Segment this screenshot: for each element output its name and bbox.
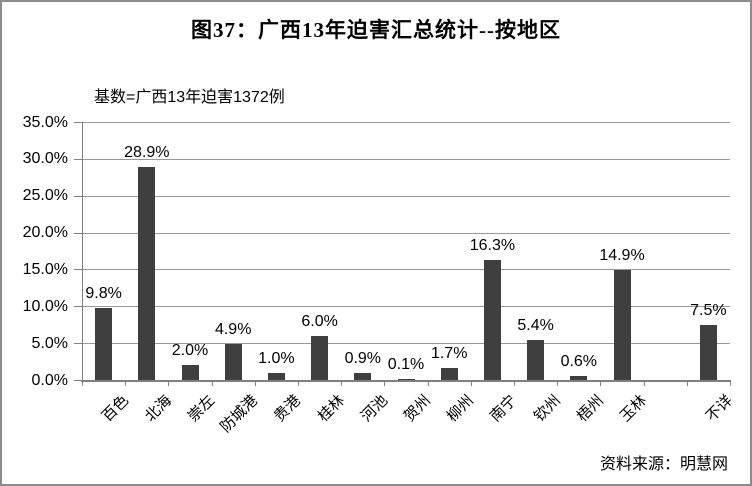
bar-钦州	[527, 340, 545, 380]
x-axis-line	[81, 380, 731, 382]
x-axis-tick	[470, 381, 472, 386]
bar-value-label: 0.1%	[387, 356, 425, 373]
bar-value-label: 7.5%	[690, 301, 727, 319]
x-axis-category-label: 钦州	[530, 392, 564, 426]
x-axis-tick	[211, 381, 213, 386]
x-axis-tick	[730, 381, 731, 386]
bar-value-label: 1.7%	[430, 344, 468, 362]
x-axis-tick	[600, 381, 602, 386]
x-axis-tick	[125, 381, 127, 386]
x-axis-category-label: 贵港	[271, 392, 305, 426]
x-axis-tick	[168, 381, 170, 386]
bar-value-label: 16.3%	[469, 236, 516, 254]
gridline	[82, 122, 730, 123]
chart-title: 图37：广西13年迫害汇总统计--按地区	[191, 18, 561, 42]
bar-贺州	[397, 379, 415, 380]
y-axis-tick-label: 25.0%	[22, 187, 68, 205]
bar-value-label: 2.0%	[171, 342, 209, 360]
y-axis-tick	[74, 306, 82, 308]
x-axis-category-label: 玉林	[616, 392, 651, 426]
bar-南宁	[483, 259, 501, 380]
bar-value-label: 14.9%	[599, 247, 645, 265]
bar-贵港	[267, 372, 285, 380]
bar-value-label: 0.6%	[560, 352, 598, 370]
x-axis-category-label: 柳州	[443, 392, 478, 426]
x-axis-category-label: 崇左	[184, 392, 219, 426]
x-axis-category-label: 防城港	[217, 392, 262, 436]
source-note: 资料来源：明慧网	[599, 456, 728, 473]
x-axis-category-label: 河池	[357, 392, 391, 426]
y-axis-tick-label: 5.0%	[31, 334, 68, 352]
bar-柳州	[440, 367, 458, 380]
x-axis-tick	[427, 381, 429, 386]
bar-玉林	[613, 270, 631, 380]
x-axis-tick	[298, 381, 299, 386]
x-axis-tick	[643, 381, 645, 386]
gridline	[82, 343, 730, 345]
y-axis-tick	[74, 343, 82, 345]
gridline	[82, 269, 730, 271]
x-axis-category-label: 梧州	[573, 392, 607, 426]
bar-河池	[354, 373, 372, 380]
gridline	[82, 306, 730, 308]
y-axis-tick	[74, 122, 82, 123]
bar-value-label: 6.0%	[301, 312, 338, 330]
y-axis-tick-label: 0.0%	[31, 371, 68, 389]
gridline	[82, 232, 730, 234]
x-axis-category-label: 百色	[98, 392, 132, 426]
chart-subtitle: 基数=广西13年迫害1372例	[94, 89, 285, 106]
bar-不详	[699, 324, 717, 380]
bar-百色	[95, 307, 113, 380]
bar-梧州	[570, 375, 588, 380]
x-axis-category-label: 北海	[141, 392, 175, 426]
x-axis-category-label: 桂林	[314, 392, 348, 426]
bar-value-label: 28.9%	[124, 144, 170, 161]
x-axis-tick	[341, 381, 343, 386]
y-axis-tick-label: 30.0%	[22, 150, 68, 168]
y-axis-tick	[74, 195, 82, 197]
x-axis-category-label: 南宁	[487, 392, 521, 426]
x-axis-tick	[254, 381, 256, 386]
bar-桂林	[311, 335, 329, 380]
bar-value-label: 0.9%	[344, 350, 382, 368]
bar-value-label: 9.8%	[85, 284, 122, 302]
bar-value-label: 1.0%	[258, 349, 295, 367]
x-axis-tick	[686, 381, 688, 386]
y-axis-tick-label: 20.0%	[22, 224, 68, 242]
bar-崇左	[181, 365, 199, 380]
gridline	[82, 158, 730, 160]
y-axis-tick	[74, 380, 82, 381]
y-axis-tick	[74, 269, 82, 271]
x-axis-tick	[514, 381, 515, 386]
y-axis-tick-label: 10.0%	[22, 297, 68, 315]
y-axis-tick	[74, 158, 82, 160]
y-axis-tick-label: 15.0%	[22, 260, 68, 278]
bar-value-label: 5.4%	[517, 317, 554, 335]
x-axis-tick	[384, 381, 386, 386]
y-axis-line	[82, 122, 83, 380]
x-axis-category-label: 贺州	[400, 392, 435, 426]
x-axis-category-label: 不详	[703, 392, 737, 426]
bar-value-label: 4.9%	[214, 320, 252, 338]
x-axis-tick	[82, 381, 83, 386]
bar-防城港	[224, 343, 242, 380]
bar-北海	[138, 167, 156, 380]
gridline	[82, 195, 730, 197]
x-axis-tick	[557, 381, 559, 386]
y-axis-tick	[74, 232, 82, 234]
y-axis-tick-label: 35.0%	[22, 113, 68, 131]
